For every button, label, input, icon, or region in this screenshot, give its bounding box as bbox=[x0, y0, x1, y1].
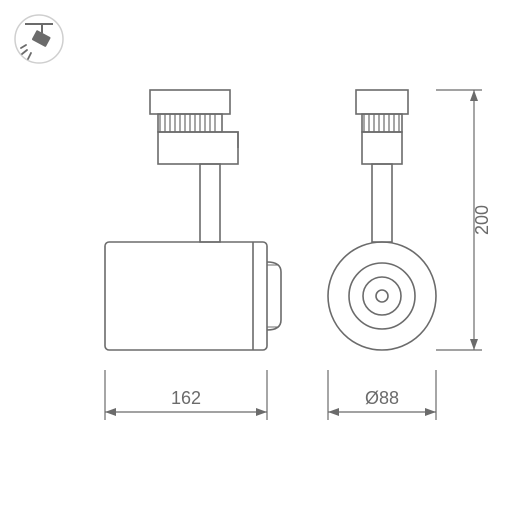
spotlight-icon bbox=[21, 24, 53, 59]
front-view: Ø88 200 bbox=[328, 90, 492, 420]
dim-height-label: 200 bbox=[472, 205, 492, 235]
dim-diameter-label: Ø88 bbox=[365, 388, 399, 408]
dim-width-label: 162 bbox=[171, 388, 201, 408]
side-view: 162 bbox=[105, 114, 281, 420]
